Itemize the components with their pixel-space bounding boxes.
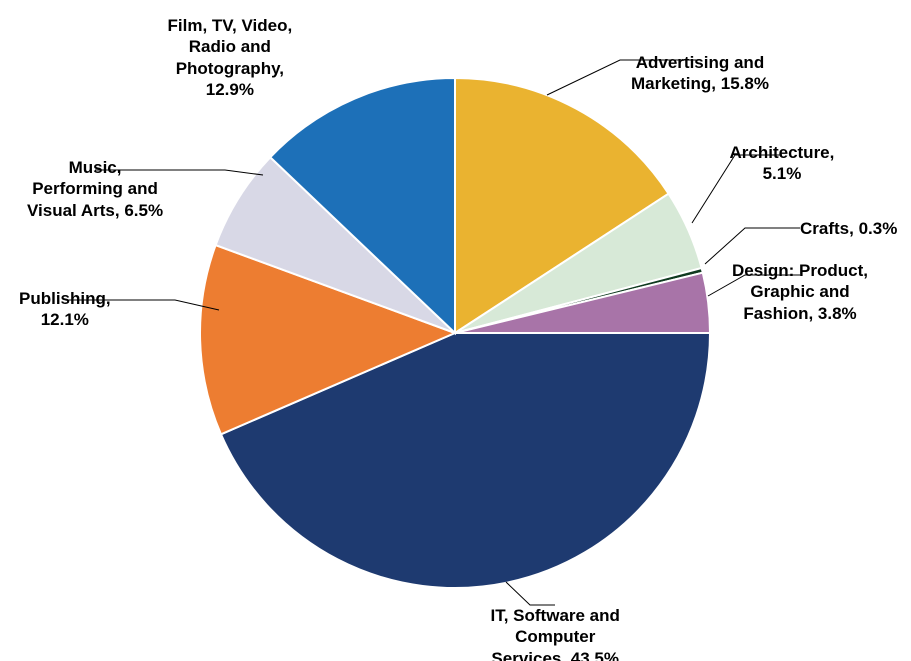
slice-label: Advertising and Marketing, 15.8% — [631, 52, 769, 95]
leader-line — [506, 582, 555, 605]
slice-label: Design: Product, Graphic and Fashion, 3.… — [732, 260, 868, 324]
slice-label: Architecture, 5.1% — [730, 142, 835, 185]
pie-chart: Advertising and Marketing, 15.8% Architec… — [0, 0, 911, 661]
slice-label: IT, Software and Computer Services, 43.5… — [491, 605, 620, 661]
slice-label: Publishing, 12.1% — [19, 288, 111, 331]
pie-svg — [0, 0, 911, 661]
slice-label: Film, TV, Video, Radio and Photography, … — [168, 15, 293, 100]
leader-line — [705, 228, 800, 264]
slice-label: Crafts, 0.3% — [800, 218, 897, 239]
slice-label: Music, Performing and Visual Arts, 6.5% — [27, 157, 163, 221]
